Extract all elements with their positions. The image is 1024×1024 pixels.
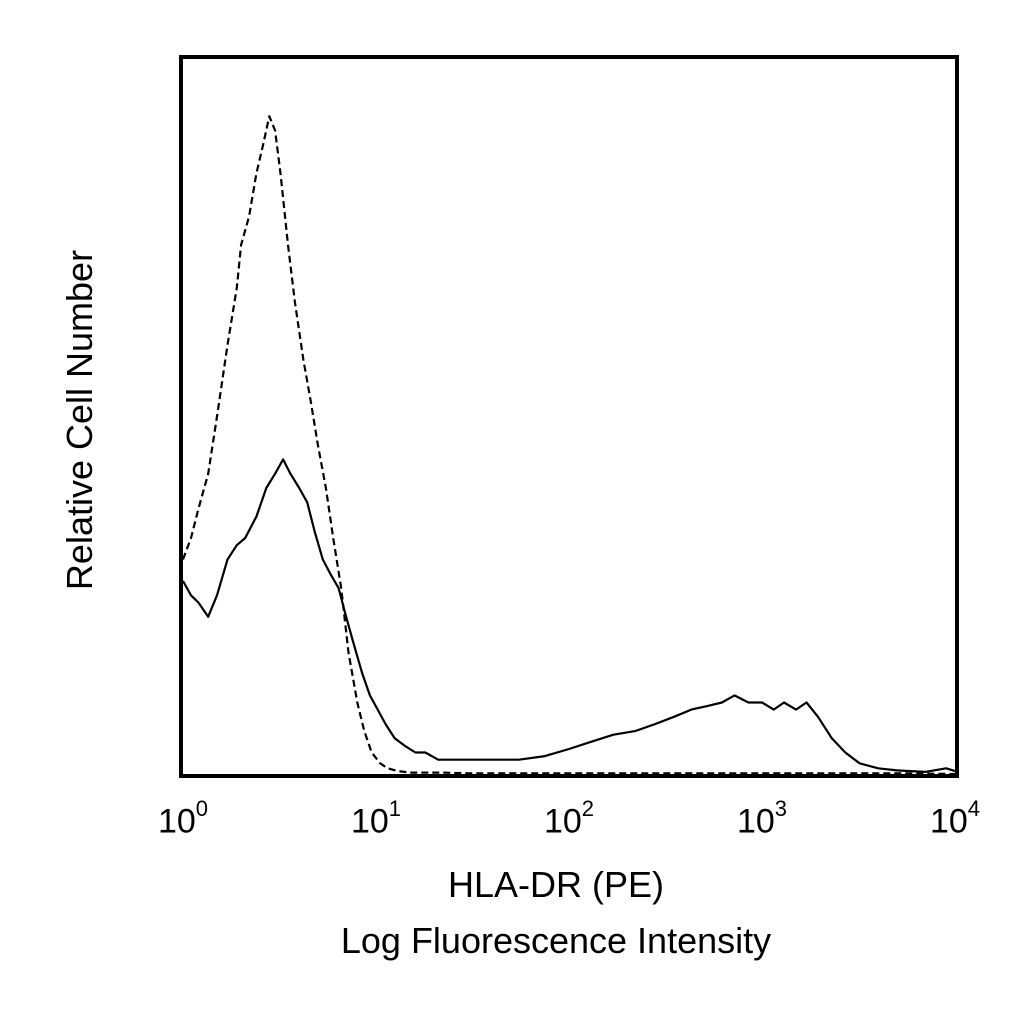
histogram-series-stained-solid	[182, 458, 956, 774]
x-tick-base: 10	[543, 802, 582, 841]
x-tick-label: 100	[157, 796, 208, 841]
x-tick-label: 101	[350, 796, 401, 841]
x-tick-base: 10	[157, 802, 196, 841]
x-tick-label: 103	[736, 796, 787, 841]
x-tick-label: 104	[929, 796, 980, 841]
x-tick-exponent: 1	[388, 796, 402, 821]
x-tick-base: 10	[929, 802, 968, 841]
x-tick-exponent: 2	[581, 796, 595, 821]
x-axis-label-scale: Log Fluorescence Intensity	[340, 920, 772, 961]
x-tick-base: 10	[350, 802, 389, 841]
x-tick-exponent: 4	[967, 796, 981, 821]
plot-frame	[179, 55, 959, 778]
x-tick-label: 102	[543, 796, 594, 841]
x-tick-exponent: 0	[195, 796, 209, 821]
x-axis-label-marker: HLA-DR (PE)	[447, 864, 665, 905]
histogram-series-control-dashed	[181, 115, 956, 776]
x-tick-base: 10	[736, 802, 775, 841]
y-axis-label: Relative Cell Number	[59, 249, 100, 591]
x-tick-exponent: 3	[774, 796, 788, 821]
series-layer	[181, 115, 956, 776]
